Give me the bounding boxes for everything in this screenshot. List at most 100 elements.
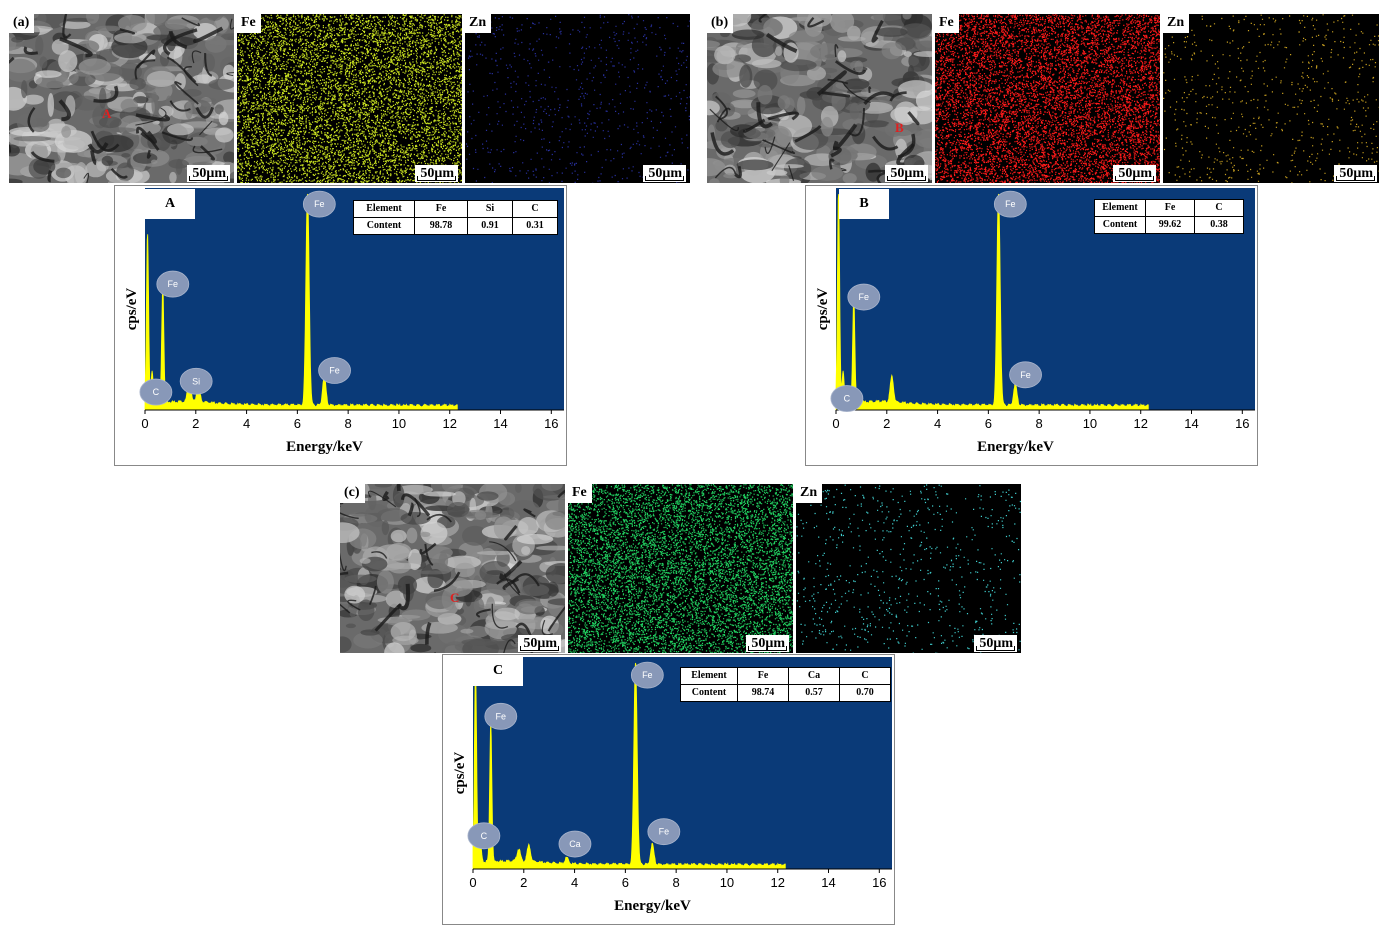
zn-map-c: Zn 50μm [796, 484, 1021, 653]
x-tick-label: 14 [1184, 416, 1198, 431]
table-cell: Fe [737, 667, 789, 685]
sem-image-a: (a) A 50μm [9, 14, 234, 183]
fe-map-a: Fe 50μm [237, 14, 462, 183]
x-tick-label: 14 [821, 875, 835, 890]
scale-bar: 50μm [746, 635, 789, 652]
x-tick-label: 10 [720, 875, 734, 890]
table-header-row: Element Fe Si C [353, 200, 558, 218]
table-cell: Element [353, 200, 415, 218]
x-axis-label: Energy/keV [614, 898, 691, 914]
svg-text:Fe: Fe [329, 365, 340, 375]
table-cell: Content [353, 217, 415, 235]
table-cell: C [839, 667, 891, 685]
zn-map-dots [796, 484, 1021, 653]
peak-label: Fe [484, 702, 518, 730]
fe-map-dots [237, 14, 462, 183]
svg-text:C: C [844, 394, 851, 404]
table-cell: 0.70 [839, 684, 891, 702]
x-tick-label: 4 [243, 416, 250, 431]
zn-map-dots [465, 14, 690, 183]
peak-label: Fe [156, 270, 190, 298]
svg-text:Fe: Fe [1005, 199, 1016, 209]
sem-image-c: (c) C 50μm [340, 484, 565, 653]
map-label-zn: Zn [465, 14, 492, 33]
x-tick-label: 8 [345, 416, 352, 431]
table-cell: Content [1094, 216, 1146, 234]
peak-label: Fe [647, 818, 681, 846]
table-cell: Ca [788, 667, 840, 685]
composition-table: Element Fe C Content 99.62 0.38 [1094, 199, 1244, 234]
sem-texture [707, 14, 932, 183]
x-tick-label: 0 [832, 416, 839, 431]
map-label-fe: Fe [237, 14, 261, 33]
spectrum-series [835, 193, 1149, 411]
zn-map-dots [1163, 14, 1379, 183]
map-label-zn: Zn [796, 484, 823, 503]
scale-bar: 50μm [187, 165, 230, 182]
table-cell: Content [680, 684, 738, 702]
table-cell: 0.91 [467, 217, 513, 235]
x-tick-label: 10 [1083, 416, 1097, 431]
x-tick-label: 16 [544, 416, 558, 431]
sem-image-b: (b) B 50μm [707, 14, 932, 183]
x-tick-label: 8 [1036, 416, 1043, 431]
fe-map-dots [568, 484, 793, 653]
svg-text:Fe: Fe [642, 670, 653, 680]
panel-label: (c) [340, 484, 365, 503]
eds-spectrum-a: 0 2 4 6 8 10 12 14 16 C Fe Si Fe Fe Energy/keV cps/eV A… [114, 185, 567, 466]
table-cell: C [1194, 199, 1244, 217]
table-row: Content 99.62 0.38 [1094, 216, 1244, 234]
table-cell: 0.57 [788, 684, 840, 702]
peak-label: Fe [847, 283, 881, 311]
svg-text:Ca: Ca [569, 839, 581, 849]
peak-label: Fe [302, 190, 336, 218]
scale-bar: 50μm [1334, 165, 1377, 182]
spectrum-spot-label: C [473, 656, 523, 686]
peak-label: Fe [1009, 361, 1042, 389]
peak-label: Si [179, 367, 213, 395]
x-axis-label: Energy/keV [286, 439, 363, 455]
x-tick-label: 8 [673, 875, 680, 890]
table-cell: 0.31 [512, 217, 558, 235]
spectrum-spot-label: B [839, 189, 889, 219]
zn-map-a: Zn 50μm [465, 14, 690, 183]
svg-text:Fe: Fe [314, 199, 325, 209]
x-tick-label: 2 [192, 416, 199, 431]
x-tick-label: 10 [392, 416, 406, 431]
sem-texture [340, 484, 565, 653]
composition-table: Element Fe Si C Content 98.78 0.91 0.31 [353, 200, 558, 235]
map-label-zn: Zn [1163, 14, 1190, 33]
table-cell: 98.78 [414, 217, 468, 235]
fe-map-c: Fe 50μm [568, 484, 793, 653]
x-axis-label: Energy/keV [977, 439, 1054, 455]
table-row: Content 98.74 0.57 0.70 [680, 684, 891, 702]
y-axis-label: cps/eV [124, 288, 140, 331]
x-tick-label: 16 [872, 875, 886, 890]
fe-map-dots [935, 14, 1160, 183]
peak-label: Fe [993, 190, 1027, 218]
spot-marker: C [450, 590, 460, 605]
table-cell: Element [1094, 199, 1146, 217]
table-cell: Si [467, 200, 513, 218]
eds-spectrum-c: 0 2 4 6 8 10 12 14 16 C Fe Ca Fe Fe Energy/keV cps/eV C… [442, 654, 895, 925]
spot-marker: A [102, 106, 112, 121]
peak-label: C [139, 378, 173, 406]
x-tick-label: 12 [442, 416, 456, 431]
x-tick-label: 6 [622, 875, 629, 890]
x-tick-label: 2 [520, 875, 527, 890]
svg-text:Fe: Fe [1020, 370, 1031, 380]
x-tick-label: 12 [770, 875, 784, 890]
y-axis-label: cps/eV [815, 288, 831, 331]
scale-bar: 50μm [1113, 165, 1156, 182]
svg-text:C: C [481, 831, 488, 841]
x-tick-label: 0 [141, 416, 148, 431]
spot-marker: B [895, 120, 904, 135]
scale-bar: 50μm [974, 635, 1017, 652]
spectrum-spot-label: A [145, 189, 195, 219]
scale-bar: 50μm [415, 165, 458, 182]
zn-map-b: Zn 50μm [1163, 14, 1379, 183]
y-axis-label: cps/eV [452, 752, 468, 795]
x-tick-label: 12 [1133, 416, 1147, 431]
panel-label: (b) [707, 14, 734, 33]
x-tick-label: 0 [469, 875, 476, 890]
